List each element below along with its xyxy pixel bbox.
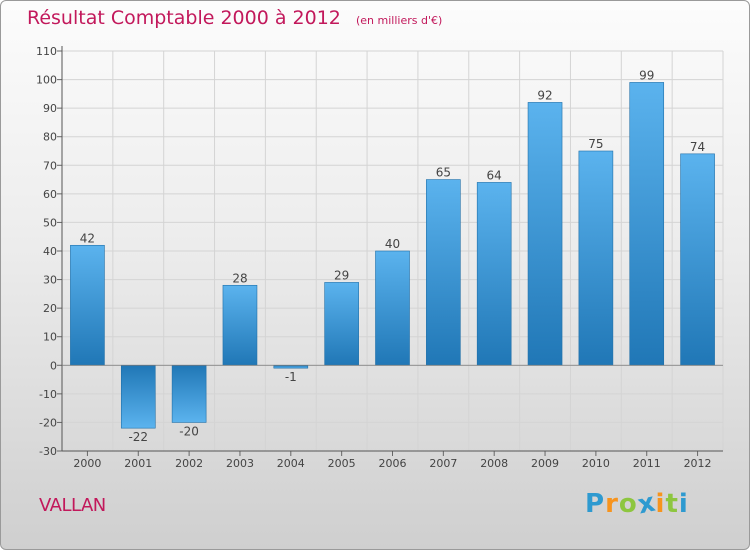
commune-name: VALLAN xyxy=(39,495,106,516)
proxiti-logo: Proxiti xyxy=(585,487,689,520)
bar-2005 xyxy=(324,282,359,366)
data-labels: 42 -22 -20 28 -1 29 40 65 64 92 75 99 74 xyxy=(80,68,705,444)
x-tick-label: 2012 xyxy=(684,457,712,470)
bar-2002 xyxy=(171,364,207,423)
bar-2000 xyxy=(70,244,105,366)
data-label-2011: 99 xyxy=(639,68,654,82)
bar-2003 xyxy=(222,284,258,366)
y-tick-label: -30 xyxy=(39,445,57,458)
bar-2010 xyxy=(578,150,614,366)
y-tick-label: 80 xyxy=(43,131,57,144)
y-tick-label: 50 xyxy=(43,216,57,229)
data-label-2007: 65 xyxy=(436,166,451,180)
data-label-2004: -1 xyxy=(285,370,297,384)
data-label-2008: 64 xyxy=(487,168,502,182)
data-label-2006: 40 xyxy=(385,237,400,251)
logo-letter: r xyxy=(605,489,619,519)
x-tick-label: 2005 xyxy=(328,457,356,470)
y-tick-label: 90 xyxy=(43,102,57,115)
y-tick-label: 10 xyxy=(43,331,57,344)
bar-2011 xyxy=(629,82,665,366)
data-label-2003: 28 xyxy=(232,271,247,285)
x-tick-label: 2002 xyxy=(175,457,203,470)
x-tick-label: 2000 xyxy=(73,457,101,470)
bar-2004 xyxy=(273,364,309,369)
x-tick-label: 2008 xyxy=(480,457,508,470)
y-tick-label: 70 xyxy=(43,159,57,172)
logo-letter: t xyxy=(665,489,679,519)
bar-2006 xyxy=(375,250,410,366)
y-tick-label: 20 xyxy=(43,302,57,315)
chart-subtitle: (en milliers d'€) xyxy=(355,14,443,27)
data-label-2002: -20 xyxy=(179,424,199,438)
y-tick-label: 60 xyxy=(43,188,57,201)
bar-2009 xyxy=(527,102,563,366)
bar-2012 xyxy=(680,153,715,366)
logo-letter: i xyxy=(655,489,666,519)
x-tick-label: 2010 xyxy=(582,457,610,470)
data-label-2000: 42 xyxy=(80,231,95,245)
bar-2001 xyxy=(120,364,156,429)
x-tick-label: 2001 xyxy=(124,457,152,470)
y-tick-label: 110 xyxy=(36,45,57,58)
x-tick-label: 2007 xyxy=(429,457,457,470)
data-label-2009: 92 xyxy=(537,88,552,102)
x-tick-label: 2011 xyxy=(633,457,661,470)
bar-2007 xyxy=(426,179,461,366)
logo-letter: i xyxy=(678,489,689,519)
y-tick-label: 30 xyxy=(43,274,57,287)
x-tick-label: 2009 xyxy=(531,457,559,470)
y-tick-label: 0 xyxy=(50,359,57,372)
y-tick-label: 100 xyxy=(36,74,57,87)
data-label-2012: 74 xyxy=(690,140,705,154)
y-tick-label: 40 xyxy=(43,245,57,258)
x-tick-label: 2003 xyxy=(226,457,254,470)
bars xyxy=(70,82,715,429)
logo-letter: o xyxy=(618,489,638,519)
data-label-2005: 29 xyxy=(334,268,349,282)
data-label-2010: 75 xyxy=(588,137,603,151)
chart-title: Résultat Comptable 2000 à 2012 xyxy=(27,7,341,29)
bar-2008 xyxy=(476,182,512,366)
data-label-2001: -22 xyxy=(128,430,148,444)
y-tick-label: -10 xyxy=(39,388,57,401)
axes: -30 -20 -10 0 10 20 30 40 50 60 70 80 90 100 110 2000 20… xyxy=(36,45,723,470)
logo-letter: P xyxy=(585,489,606,519)
x-tick-label: 2006 xyxy=(379,457,407,470)
x-tick-label: 2004 xyxy=(277,457,305,470)
y-tick-label: -20 xyxy=(39,416,57,429)
title-row: Résultat Comptable 2000 à 2012 (en milli… xyxy=(27,7,442,29)
